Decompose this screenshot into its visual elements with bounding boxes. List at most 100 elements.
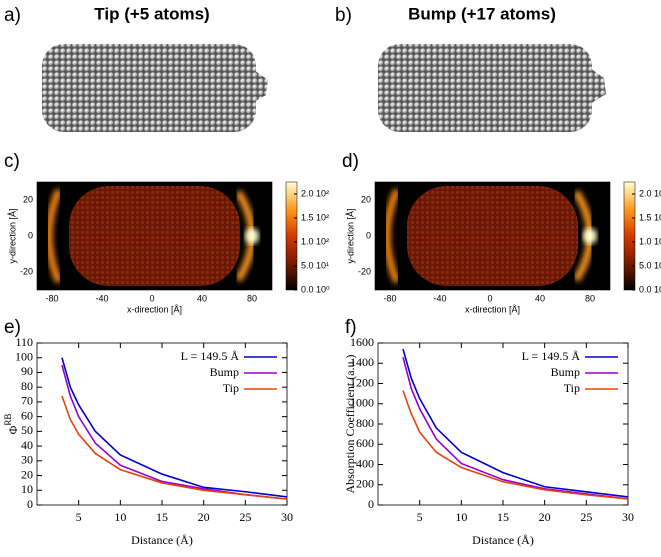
y-tick-label: 800 <box>356 416 374 430</box>
y-tick-label: 20 <box>21 467 33 481</box>
y-tick-label: 200 <box>356 477 374 491</box>
y-tick-label: 30 <box>21 453 33 467</box>
nanorod <box>378 44 606 132</box>
y-tick-label: 0 <box>27 497 33 511</box>
x-tick-label: 40 <box>197 293 207 303</box>
panel-label: f) <box>345 317 357 338</box>
x-axis-label: x-direction [Å] <box>127 304 182 314</box>
y-tick-label: 50 <box>21 423 33 437</box>
colorbar <box>285 181 298 291</box>
colorbar <box>623 181 636 291</box>
x-tick-label: 25 <box>580 510 592 524</box>
panel-label: b) <box>335 5 352 26</box>
y-tick-label: 60 <box>21 408 33 422</box>
y-tick-label: 10 <box>21 482 33 496</box>
colorbar-label: 5.0 10¹ <box>301 260 329 270</box>
heatmap <box>375 182 610 290</box>
line <box>402 356 629 500</box>
y-tick-label: 1400 <box>350 355 374 369</box>
legend-label: Tip <box>223 381 239 395</box>
x-tick-label: -40 <box>95 293 108 303</box>
line <box>61 395 288 500</box>
panel-label: a) <box>4 5 21 26</box>
heatmap <box>37 182 272 290</box>
y-axis-label-superscript: RB <box>3 414 13 426</box>
heatmap-lattice <box>407 186 578 286</box>
y-tick-label: -20 <box>20 266 33 276</box>
y-tick-label: 40 <box>21 438 33 452</box>
x-tick-label: 0 <box>487 293 492 303</box>
x-axis-label: x-direction [Å] <box>465 304 520 314</box>
x-tick-label: -80 <box>45 293 58 303</box>
y-tick-label: 1600 <box>350 335 374 349</box>
y-tick-label: 80 <box>21 379 33 393</box>
legend-label: Bump <box>551 365 580 379</box>
panel-label: e) <box>4 317 21 338</box>
legend-label: Tip <box>564 381 580 395</box>
x-tick-label: -80 <box>383 293 396 303</box>
y-tick-label: 70 <box>21 394 33 408</box>
y-axis-label: y-direction [Å] <box>345 208 355 263</box>
y-axis-label: Absorption Coefficient (a.u.) <box>343 354 357 493</box>
y-tick-label: 20 <box>361 194 371 204</box>
legend-label: L = 149.5 Å <box>522 349 581 363</box>
y-tick-label: 0 <box>28 230 33 240</box>
colorbar-label: 1.0 10² <box>639 236 661 246</box>
hot-spot <box>583 228 597 244</box>
hot-spot <box>245 228 259 244</box>
legend-label: L = 149.5 Å <box>181 349 240 363</box>
y-tick-label: 1200 <box>350 375 374 389</box>
y-tick-label: 100 <box>15 349 33 363</box>
x-tick-label: 15 <box>497 510 509 524</box>
x-axis-label: Distance (Å) <box>131 533 193 547</box>
x-tick-label: 20 <box>539 510 551 524</box>
panel-label: d) <box>342 151 359 172</box>
y-axis-label: ΦRB <box>3 414 20 435</box>
colorbar-label: 1.5 10² <box>639 212 661 222</box>
colorbar-label: 2.0 10² <box>639 188 661 198</box>
heatmap-lattice <box>69 186 240 286</box>
x-tick-label: 40 <box>535 293 545 303</box>
x-tick-label: 30 <box>622 510 634 524</box>
x-tick-label: -40 <box>433 293 446 303</box>
panel-title: Bump (+17 atoms) <box>408 4 556 23</box>
y-tick-label: -20 <box>358 266 371 276</box>
y-tick-label: 400 <box>356 456 374 470</box>
x-tick-label: 10 <box>114 510 126 524</box>
y-tick-label: 110 <box>15 335 33 349</box>
line <box>402 390 629 500</box>
x-tick-label: 80 <box>247 293 257 303</box>
x-tick-label: 0 <box>149 293 154 303</box>
hot-spot <box>45 188 63 284</box>
x-tick-label: 5 <box>417 510 423 524</box>
colorbar-label: 0.0 10⁰ <box>301 284 330 294</box>
colorbar-label: 1.0 10² <box>301 236 329 246</box>
x-tick-label: 15 <box>156 510 168 524</box>
y-tick-label: 0 <box>368 497 374 511</box>
panel-label: c) <box>4 151 20 172</box>
legend-label: Bump <box>210 365 239 379</box>
y-axis-label: Absorption Coefficient (a.u.) <box>343 354 357 493</box>
x-tick-label: 10 <box>455 510 467 524</box>
y-tick-label: 90 <box>21 364 33 378</box>
colorbar-label: 2.0 10² <box>301 188 329 198</box>
x-tick-label: 5 <box>76 510 82 524</box>
hot-spot <box>383 188 401 284</box>
x-axis-label: Distance (Å) <box>472 533 534 547</box>
colorbar-label: 0.0 10⁰ <box>639 284 661 294</box>
line <box>61 357 288 498</box>
x-tick-label: 30 <box>281 510 293 524</box>
nanorod <box>42 44 268 132</box>
y-tick-label: 1000 <box>350 396 374 410</box>
x-tick-label: 20 <box>198 510 210 524</box>
colorbar-label: 1.5 10² <box>301 212 329 222</box>
y-axis-label: y-direction [Å] <box>7 208 17 263</box>
y-tick-label: 20 <box>23 194 33 204</box>
line <box>402 348 629 498</box>
y-axis-label: Φ <box>6 425 20 434</box>
y-tick-label: 0 <box>366 230 371 240</box>
x-tick-label: 80 <box>585 293 595 303</box>
colorbar-label: 5.0 10¹ <box>639 260 661 270</box>
y-tick-label: 600 <box>356 436 374 450</box>
